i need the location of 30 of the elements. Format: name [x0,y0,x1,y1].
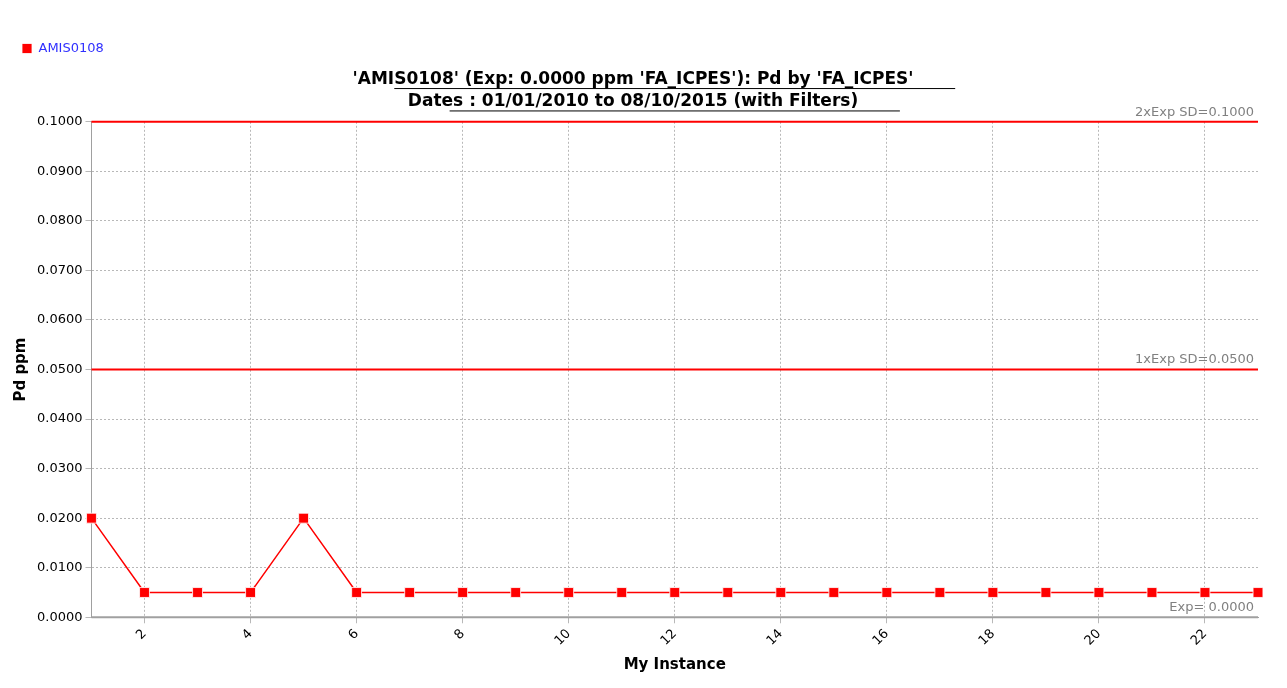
y-tick-label: 0.0300 [36,460,83,476]
x-axis-title: My Instance [623,654,726,673]
x-tick-label: 18 [975,625,998,648]
chart-title: 'AMIS0108' (Exp: 0.0000 ppm 'FA_ICPES'): Pd by 'FA_ICPES' [352,67,914,88]
x-tick-label: 8 [450,625,468,643]
y-tick-label: 0.0600 [36,311,83,327]
y-tick-label: 0.0900 [36,162,83,178]
y-tick-label: 0.0100 [36,559,83,575]
ref-line-label: Exp= 0.0000 [1169,599,1254,615]
x-tick-label: 16 [869,625,892,648]
x-tick-label: 14 [762,625,786,648]
y-tick-label: 0.0700 [36,261,83,277]
ref-line-label: 2xExp SD=0.1000 [1135,103,1254,119]
x-tick-label: 10 [550,625,574,648]
x-tick-label: 22 [1187,625,1210,648]
ref-line-label: 1xExp SD=0.0500 [1135,351,1254,367]
y-tick-label: 0.0800 [36,212,83,228]
chart-subtitle: Dates : 01/01/2010 to 08/10/2015 (with Filters) [407,90,859,111]
x-tick-label: 6 [344,625,362,643]
y-tick-label: 0.0500 [36,360,83,376]
x-tick-label: 12 [656,625,680,648]
y-tick-label: 0.1000 [36,113,83,129]
y-tick-label: 0.0000 [36,608,83,624]
x-tick-label: 20 [1081,625,1104,648]
y-axis-title: Pd ppm [10,337,29,402]
legend-label: AMIS0108 [38,39,104,55]
y-tick-label: 0.0400 [36,410,83,426]
x-tick-label: 4 [238,625,256,643]
y-tick-label: 0.0200 [36,509,83,525]
x-tick-label: 2 [132,625,150,643]
